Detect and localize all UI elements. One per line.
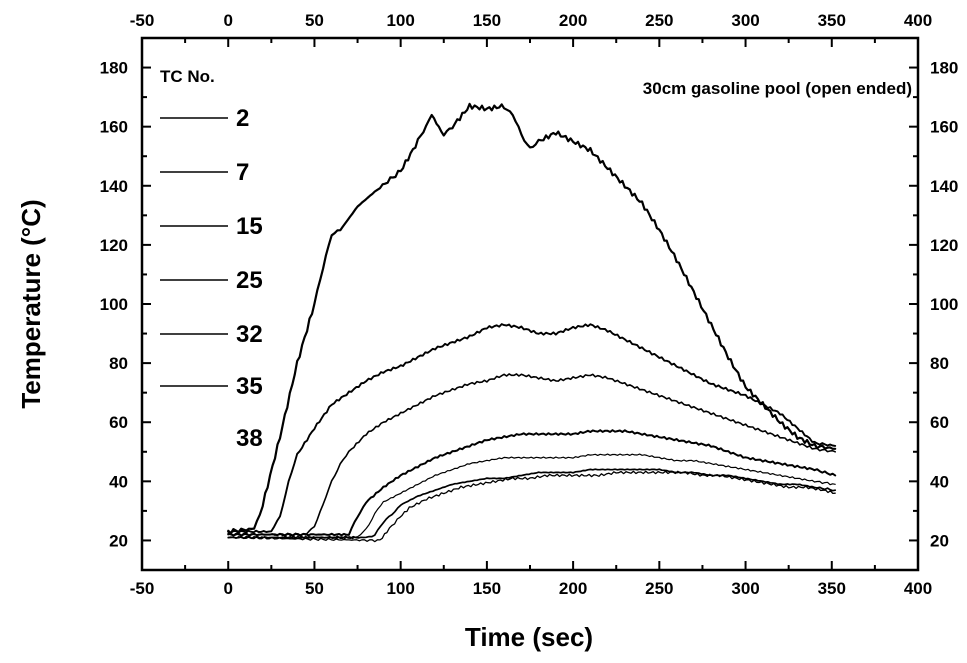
- y-tick-label: 20: [109, 531, 128, 550]
- legend-label-tc-2: 2: [236, 105, 249, 132]
- series-line-tc-38: [227, 470, 836, 543]
- y-tick-label-right: 40: [930, 472, 949, 491]
- x-tick-label: 250: [645, 579, 673, 598]
- x-tick-label-top: 350: [818, 11, 846, 30]
- annotation-label: 30cm gasoline pool (open ended): [643, 79, 912, 98]
- series-line-tc-7: [227, 323, 837, 534]
- x-tick-label-top: 300: [731, 11, 759, 30]
- y-tick-label-right: 140: [930, 177, 958, 196]
- y-axis-title: Temperature (°C): [16, 199, 46, 408]
- legend-label-tc-7: 7: [236, 159, 249, 186]
- x-tick-label-top: 0: [223, 11, 232, 30]
- y-tick-label-right: 20: [930, 531, 949, 550]
- y-tick-label: 80: [109, 354, 128, 373]
- series-line-tc-15: [227, 373, 837, 537]
- x-tick-label-top: 400: [904, 11, 932, 30]
- series-lines: [227, 102, 837, 543]
- y-tick-label-right: 120: [930, 236, 958, 255]
- series-line-tc-25: [227, 429, 837, 537]
- x-tick-label: 150: [473, 579, 501, 598]
- legend-label-tc-25: 25: [236, 267, 263, 294]
- y-tick-label: 120: [100, 236, 128, 255]
- series-line-tc-32: [227, 453, 836, 540]
- x-tick-label: 200: [559, 579, 587, 598]
- x-tick-label: 0: [223, 579, 232, 598]
- y-tick-label: 180: [100, 59, 128, 78]
- x-tick-label-top: 150: [473, 11, 501, 30]
- legend: TC No. 2 7 15 25 32 35 38: [160, 67, 263, 452]
- x-tick-label: 400: [904, 579, 932, 598]
- x-tick-label-top: -50: [130, 11, 155, 30]
- x-tick-label: 50: [305, 579, 324, 598]
- ticks: -50 -50 0 0 50 50 100 100 150 150 200 200 250 250 300 3…: [100, 11, 959, 598]
- y-tick-label: 60: [109, 413, 128, 432]
- x-tick-label: 300: [731, 579, 759, 598]
- y-tick-label-right: 60: [930, 413, 949, 432]
- x-tick-label: 100: [386, 579, 414, 598]
- y-tick-label: 40: [109, 472, 128, 491]
- legend-title: TC No.: [160, 67, 215, 86]
- x-tick-label-top: 200: [559, 11, 587, 30]
- legend-label-tc-15: 15: [236, 213, 263, 240]
- y-tick-label: 140: [100, 177, 128, 196]
- x-tick-label-top: 50: [305, 11, 324, 30]
- x-tick-label: -50: [130, 579, 155, 598]
- x-axis-title: Time (sec): [465, 622, 593, 652]
- x-tick-label-top: 250: [645, 11, 673, 30]
- y-tick-label-right: 160: [930, 118, 958, 137]
- y-tick-label: 160: [100, 118, 128, 137]
- legend-label-tc-38: 38: [236, 425, 263, 452]
- plot-frame: [140, 36, 920, 572]
- y-tick-label-right: 100: [930, 295, 958, 314]
- y-tick-label: 100: [100, 295, 128, 314]
- x-tick-label: 350: [818, 579, 846, 598]
- y-tick-label-right: 180: [930, 59, 958, 78]
- y-tick-label-right: 80: [930, 354, 949, 373]
- legend-label-tc-32: 32: [236, 321, 263, 348]
- series-line-tc-2: [227, 102, 837, 535]
- x-tick-label-top: 100: [386, 11, 414, 30]
- series-line-tc-35: [227, 468, 837, 540]
- legend-label-tc-35: 35: [236, 373, 263, 400]
